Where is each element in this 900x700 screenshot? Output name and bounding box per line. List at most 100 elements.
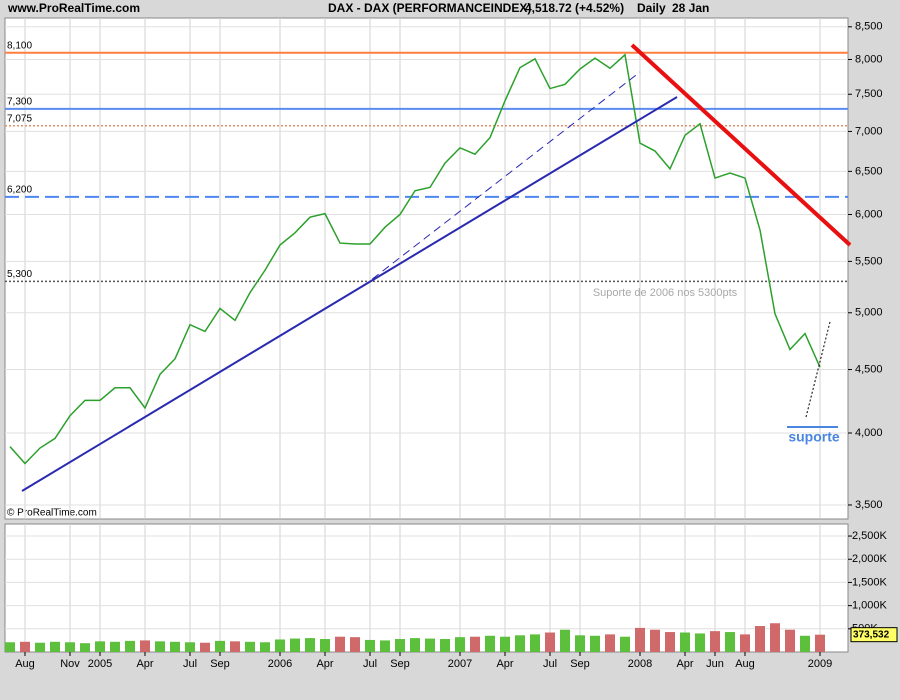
annotation: Suporte de 2006 nos 5300pts	[593, 287, 738, 299]
volume-bar	[785, 629, 795, 652]
volume-bar	[140, 640, 150, 652]
y-tick-label: 1,500K	[852, 576, 888, 588]
x-tick-label: Sep	[570, 658, 590, 670]
x-tick-label: Jul	[183, 658, 197, 670]
volume-bar	[815, 634, 825, 652]
x-tick-label: 2007	[448, 658, 472, 670]
volume-bar	[290, 638, 300, 652]
volume-bar	[410, 638, 420, 652]
volume-bar	[650, 629, 660, 652]
volume-bar	[800, 635, 810, 652]
y-tick-label: 7,000	[855, 125, 883, 137]
header-last: 4,518.72 (+4.52%)	[525, 1, 624, 15]
volume-panel	[4, 523, 849, 653]
volume-bar	[245, 641, 255, 652]
volume-bar	[125, 640, 135, 652]
y-tick-label: 7,500	[855, 88, 883, 100]
volume-bar	[620, 636, 630, 652]
x-tick-label: Sep	[390, 658, 410, 670]
volume-bar	[155, 641, 165, 652]
volume-bar	[770, 623, 780, 652]
header-period: Daily	[637, 1, 666, 15]
x-tick-label: Apr	[496, 658, 513, 670]
volume-layer: Aug Nov 2005 Apr Jul Sep 2006 Apr Jul Sep 2007 Apr J…	[5, 524, 898, 670]
y-tick-label: 8,500	[855, 21, 883, 33]
volume-bar	[560, 629, 570, 652]
volume-bar	[35, 642, 45, 652]
volume-bar	[110, 641, 120, 652]
y-tick-label: 8,000	[855, 53, 883, 65]
volume-bar	[725, 632, 735, 652]
x-tick-label: Jun	[706, 658, 724, 670]
volume-bar	[95, 641, 105, 652]
volume-bar	[530, 634, 540, 652]
trend-line	[630, 43, 852, 247]
volume-bar	[455, 637, 465, 652]
y-tick-label: 5,500	[855, 255, 883, 267]
y-tick-label: 2,000K	[852, 553, 888, 565]
volume-bar	[230, 641, 240, 652]
copyright: © ProRealTime.com	[7, 508, 97, 519]
y-tick-label: 1,000K	[852, 600, 888, 612]
volume-bar	[740, 634, 750, 652]
header-title: DAX - DAX (PERFORMANCEINDEX)	[328, 1, 531, 15]
x-tick-label: Apr	[136, 658, 153, 670]
y-tick-label: 4,500	[855, 363, 883, 375]
y-tick-label: 2,500K	[852, 530, 888, 542]
volume-bar	[695, 633, 705, 652]
x-tick-label: Aug	[15, 658, 35, 670]
volume-bar	[80, 643, 90, 652]
level-label: 7,075	[7, 113, 32, 124]
volume-bar	[515, 635, 525, 652]
level-label: 5,300	[7, 269, 32, 280]
volume-bar	[5, 642, 15, 652]
volume-bar	[200, 642, 210, 652]
x-tick-label: 2005	[88, 658, 112, 670]
x-tick-label: Nov	[60, 658, 80, 670]
volume-bar	[635, 627, 645, 652]
volume-bar	[320, 639, 330, 652]
price-line	[9, 53, 821, 465]
volume-bar	[425, 638, 435, 652]
header-date: 28 Jan	[672, 1, 709, 15]
volume-bar	[575, 635, 585, 652]
volume-bar	[755, 626, 765, 652]
volume-bar	[545, 632, 555, 652]
volume-bar	[170, 641, 180, 652]
x-tick-label: Jul	[543, 658, 557, 670]
volume-bar	[485, 635, 495, 652]
volume-bar	[365, 639, 375, 652]
volume-bar	[275, 639, 285, 652]
x-tick-label: Jul	[363, 658, 377, 670]
volume-bar	[50, 641, 60, 652]
x-tick-label: 2009	[808, 658, 832, 670]
volume-bar	[710, 631, 720, 652]
x-tick-label: 2006	[268, 658, 292, 670]
volume-bar	[680, 632, 690, 652]
y-tick-label: 6,000	[855, 208, 883, 220]
x-tick-label: Aug	[735, 658, 755, 670]
volume-bar	[65, 642, 75, 652]
volume-bar	[665, 632, 675, 652]
volume-bar	[215, 640, 225, 652]
y-tick-label: 5,000	[855, 307, 883, 319]
trend-lines	[21, 43, 852, 492]
level-label: 6,200	[7, 184, 32, 195]
price-layer: 3,500 4,000 4,500 5,000 5,500 6,000 6,500 7,000…	[5, 18, 883, 519]
volume-bar	[470, 636, 480, 652]
value-label: 373,532	[853, 629, 890, 640]
x-tick-label: Sep	[210, 658, 230, 670]
x-tick-label: Apr	[316, 658, 333, 670]
volume-bar	[395, 639, 405, 652]
volume-bar	[500, 636, 510, 652]
volume-bar	[335, 636, 345, 652]
trend-line	[805, 321, 831, 418]
price-panel	[4, 17, 849, 520]
level-label: 8,100	[7, 40, 32, 51]
source: www.ProRealTime.com	[7, 1, 140, 15]
volume-bar	[590, 635, 600, 652]
y-tick-label: 6,500	[855, 165, 883, 177]
value-label-box	[850, 627, 898, 643]
